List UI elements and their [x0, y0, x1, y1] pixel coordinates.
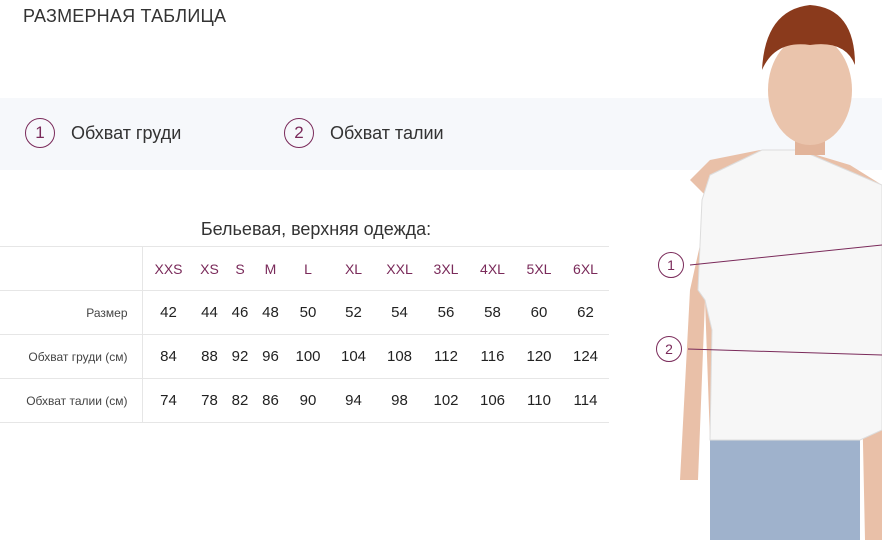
table-cell: 52	[330, 290, 377, 335]
table-cell: 120	[515, 334, 563, 379]
number-badge: 2	[284, 118, 314, 148]
size-header: XXS	[142, 246, 195, 291]
table-cell: 42	[142, 290, 195, 335]
table-cell: 88	[194, 334, 225, 379]
table-cell: 106	[469, 378, 516, 423]
row-label: Обхват талии (см)	[0, 378, 143, 423]
table-cell: 124	[562, 334, 609, 379]
page-title: РАЗМЕРНАЯ ТАБЛИЦА	[23, 6, 227, 26]
size-header: XXL	[376, 246, 423, 291]
table-cell: 104	[330, 334, 377, 379]
hair	[762, 5, 855, 70]
table-cell: 56	[422, 290, 470, 335]
size-header: L	[285, 246, 331, 291]
table-cell: 96	[255, 334, 286, 379]
table-cell: 94	[330, 378, 377, 423]
number-badge: 1	[25, 118, 55, 148]
legend-item-waist: 2 Обхват талии	[284, 118, 444, 148]
table-cell: 98	[376, 378, 423, 423]
size-header: XL	[330, 246, 377, 291]
table-cell: 62	[562, 290, 609, 335]
table-cell: 110	[515, 378, 563, 423]
row-label: Обхват груди (см)	[0, 334, 143, 379]
size-header: 3XL	[422, 246, 470, 291]
table-cell: 54	[376, 290, 423, 335]
table-row: Размер 42 44 46 48 50 52 54 56 58 60 62	[0, 290, 609, 335]
table-cell: 116	[469, 334, 516, 379]
table-cell: 74	[142, 378, 195, 423]
size-header: 4XL	[469, 246, 516, 291]
table-cell: 108	[376, 334, 423, 379]
table-cell: 50	[285, 290, 331, 335]
table-caption: Бельевая, верхняя одежда:	[200, 219, 432, 239]
size-header: 6XL	[562, 246, 609, 291]
table-cell: 90	[285, 378, 331, 423]
header-empty	[0, 246, 143, 291]
size-header: M	[255, 246, 286, 291]
table-cell: 82	[224, 378, 256, 423]
table-cell: 102	[422, 378, 470, 423]
size-header: 5XL	[515, 246, 563, 291]
waist-line	[687, 348, 882, 356]
table-cell: 100	[285, 334, 331, 379]
shorts	[710, 430, 860, 540]
table-cell: 48	[255, 290, 286, 335]
table-cell: 78	[194, 378, 225, 423]
size-header: S	[224, 246, 256, 291]
table-cell: 86	[255, 378, 286, 423]
table-row: Обхват талии (см) 74 78 82 86 90 94 98 102 106 110…	[0, 378, 609, 423]
size-table: XXS XS S M L XL XXL 3XL 4XL 5XL 6XL Разм…	[0, 246, 609, 423]
table-cell: 92	[224, 334, 256, 379]
face	[768, 35, 852, 145]
table-cell: 46	[224, 290, 256, 335]
table-cell: 58	[469, 290, 516, 335]
t-shirt	[697, 149, 882, 441]
table-cell: 60	[515, 290, 563, 335]
row-label: Размер	[0, 290, 143, 335]
chest-marker: 1	[658, 252, 684, 278]
chest-line	[689, 244, 882, 266]
table-cell: 114	[562, 378, 609, 423]
model-photo	[680, 5, 882, 540]
table-header-row: XXS XS S M L XL XXL 3XL 4XL 5XL 6XL	[0, 246, 609, 291]
table-cell: 44	[194, 290, 225, 335]
legend-label: Обхват талии	[330, 122, 444, 143]
size-header: XS	[194, 246, 225, 291]
table-cell: 84	[142, 334, 195, 379]
legend-label: Обхват груди	[71, 122, 182, 143]
table-cell: 112	[422, 334, 470, 379]
table-row: Обхват груди (см) 84 88 92 96 100 104 108 112 116…	[0, 334, 609, 379]
waist-marker: 2	[656, 336, 682, 362]
legend-item-chest: 1 Обхват груди	[25, 118, 181, 148]
